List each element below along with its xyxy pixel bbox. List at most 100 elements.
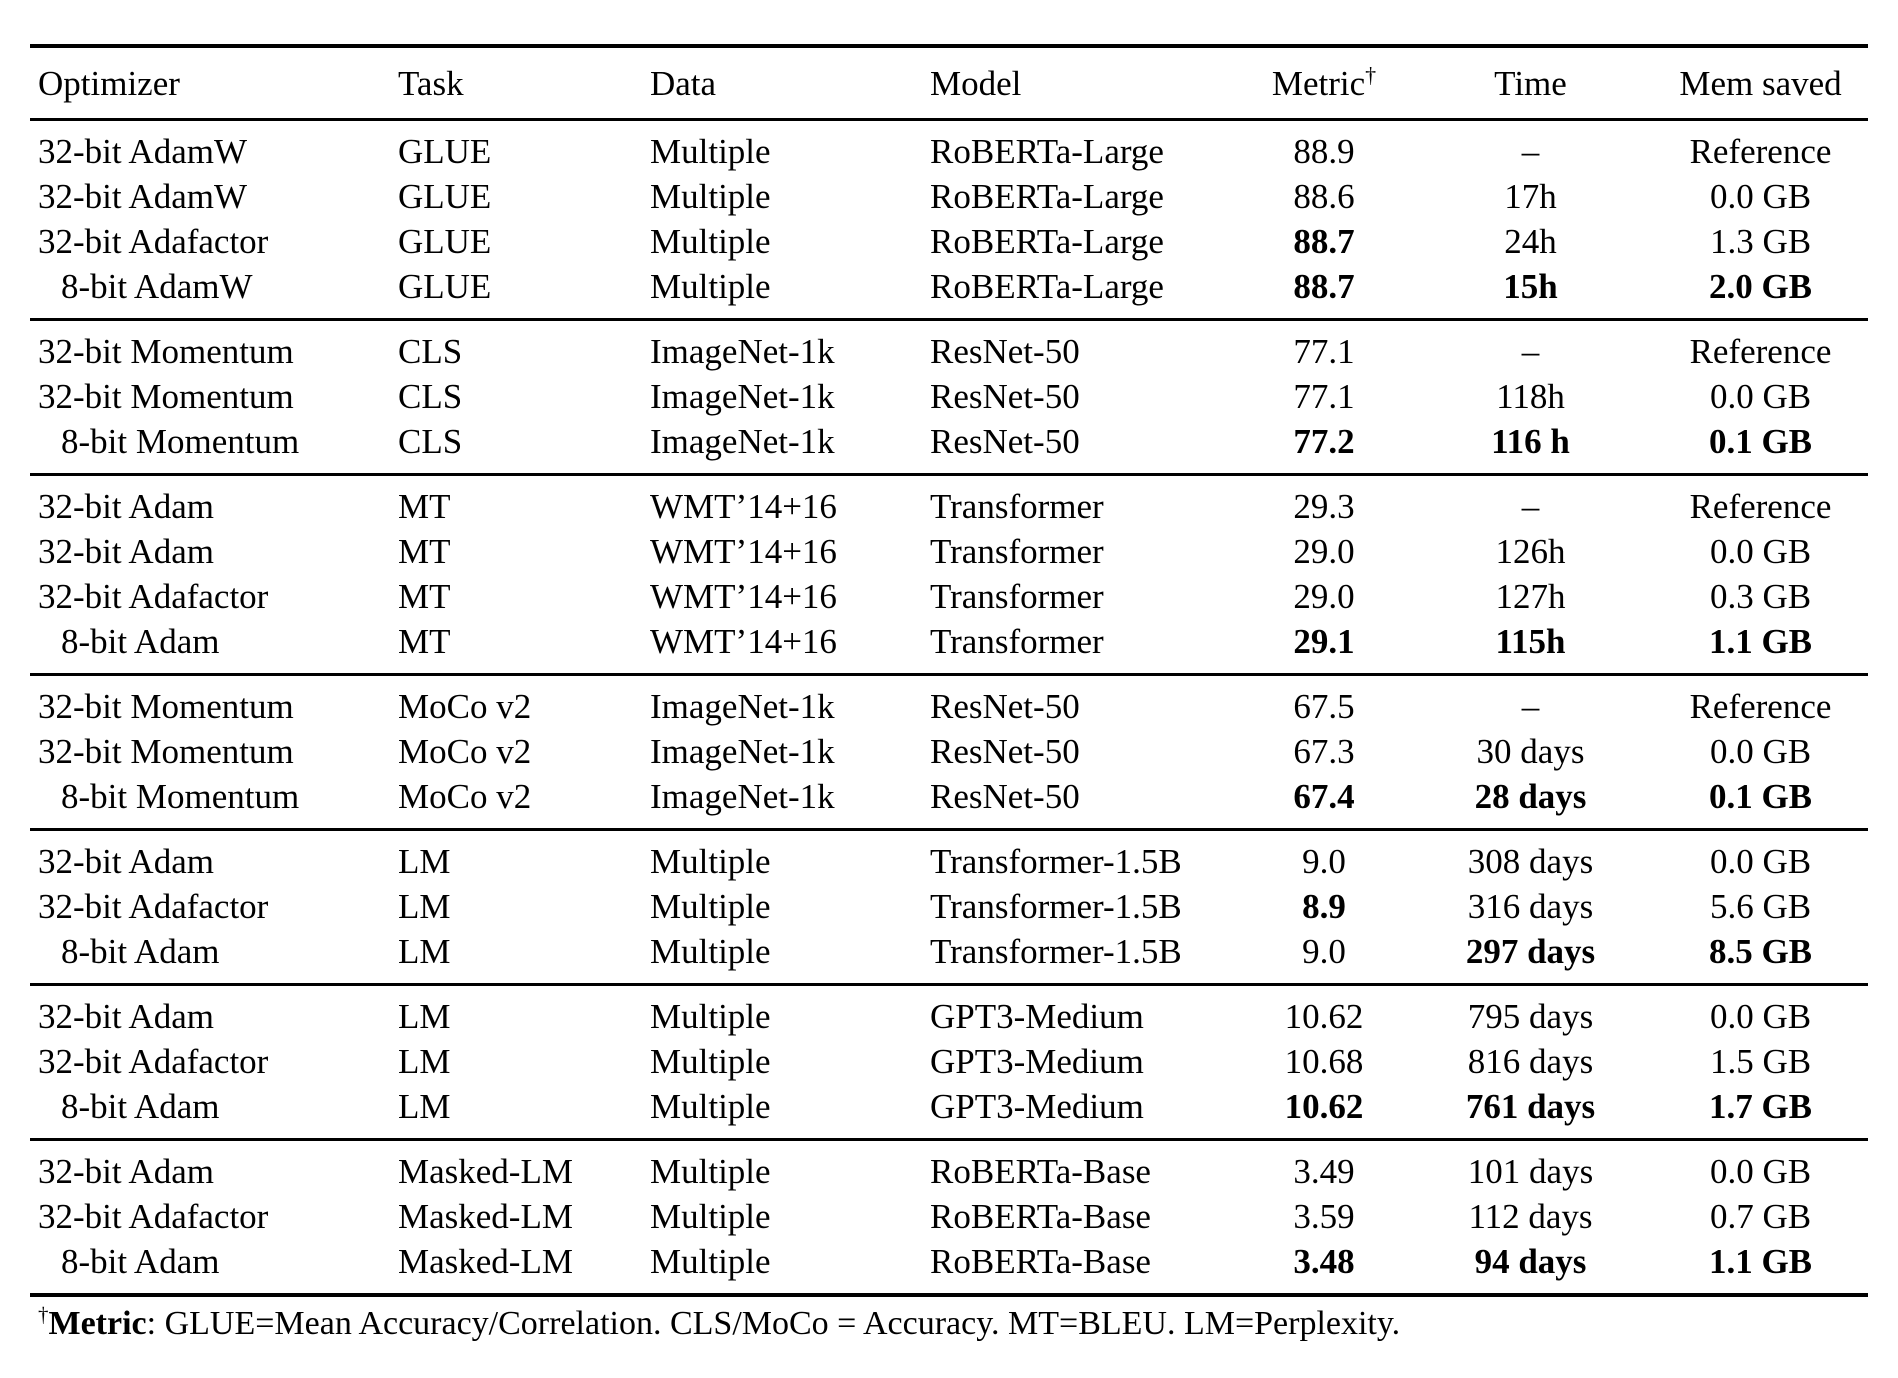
results-table: Optimizer Task Data Model Metric† Time Mem sav… [30, 44, 1868, 1297]
table-row: 32-bit Adafactor MT WMT’14+16 Transformer 29… [30, 574, 1868, 619]
row-group-7: 32-bit Adam Masked-LM Multiple RoBERTa-Base… [30, 1139, 1868, 1296]
cell-data: WMT’14+16 [650, 577, 837, 616]
cell-model: RoBERTa-Large [930, 177, 1164, 216]
cell-task: MT [398, 532, 451, 571]
cell-metric: 67.5 [1293, 687, 1355, 726]
dagger-mark: † [38, 1302, 49, 1327]
cell-optimizer: 8-bit AdamW [61, 267, 253, 306]
cell-model: RoBERTa-Base [930, 1152, 1151, 1191]
table-row: 8-bit Adam LM Multiple Transformer-1.5B 9.0 2… [30, 929, 1868, 985]
dagger-mark: † [1365, 62, 1377, 88]
cell-task: GLUE [398, 177, 492, 216]
table-row: 32-bit Adam MT WMT’14+16 Transformer 29.0 126… [30, 529, 1868, 574]
cell-model: ResNet-50 [930, 377, 1080, 416]
cell-mem_saved: 0.0 GB [1709, 177, 1812, 216]
table-row: 32-bit Momentum MoCo v2 ImageNet-1k ResNet-… [30, 675, 1868, 730]
cell-metric: 29.0 [1293, 577, 1355, 616]
cell-optimizer: 8-bit Adam [61, 1242, 220, 1281]
cell-data: ImageNet-1k [650, 377, 835, 416]
table-row: 8-bit Adam LM Multiple GPT3-Medium 10.62 761 … [30, 1084, 1868, 1140]
cell-model: Transformer [930, 622, 1104, 661]
cell-time: 116 h [1491, 422, 1570, 461]
cell-data: WMT’14+16 [650, 532, 837, 571]
cell-optimizer: 32-bit AdamW [38, 177, 247, 216]
cell-mem_saved: Reference [1689, 487, 1832, 526]
cell-task: MT [398, 577, 451, 616]
cell-metric: 29.3 [1293, 487, 1355, 526]
cell-mem_saved: 0.0 GB [1709, 997, 1812, 1036]
cell-optimizer: 32-bit Adam [38, 532, 214, 571]
cell-optimizer: 8-bit Momentum [61, 422, 300, 461]
cell-optimizer: 8-bit Adam [61, 932, 220, 971]
cell-task: CLS [398, 422, 463, 461]
cell-metric: 29.1 [1293, 622, 1355, 661]
table-row: 8-bit AdamW GLUE Multiple RoBERTa-Large 88.7… [30, 264, 1868, 320]
column-header-metric: Metric† [1240, 46, 1408, 120]
table-row: 32-bit Adam MT WMT’14+16 Transformer 29.3 – Re… [30, 475, 1868, 530]
column-header-mem_saved: Mem saved [1653, 46, 1868, 120]
column-header-data: Data [642, 46, 922, 120]
cell-metric: 8.9 [1302, 887, 1346, 926]
cell-optimizer: 32-bit Adam [38, 842, 214, 881]
cell-data: Multiple [650, 1087, 771, 1126]
column-header-optimizer: Optimizer [30, 46, 390, 120]
cell-optimizer: 8-bit Momentum [61, 777, 300, 816]
table-header: Optimizer Task Data Model Metric† Time Mem sav… [30, 46, 1868, 120]
cell-metric: 10.62 [1284, 1087, 1364, 1126]
cell-model: RoBERTa-Large [930, 222, 1164, 261]
cell-task: CLS [398, 332, 463, 371]
cell-data: Multiple [650, 932, 771, 971]
cell-metric: 29.0 [1293, 532, 1355, 571]
cell-data: Multiple [650, 177, 771, 216]
table-row: 8-bit Adam MT WMT’14+16 Transformer 29.1 115h… [30, 619, 1868, 675]
cell-mem_saved: Reference [1689, 132, 1832, 171]
cell-data: ImageNet-1k [650, 777, 835, 816]
cell-mem_saved: 2.0 GB [1708, 267, 1813, 306]
cell-time: – [1521, 487, 1540, 526]
cell-metric: 3.49 [1293, 1152, 1355, 1191]
cell-mem_saved: 1.1 GB [1708, 622, 1813, 661]
cell-time: 126h [1495, 532, 1566, 571]
cell-metric: 9.0 [1302, 842, 1346, 881]
cell-mem_saved: 0.0 GB [1709, 842, 1812, 881]
table-row: 32-bit Momentum CLS ImageNet-1k ResNet-50 77… [30, 320, 1868, 375]
cell-optimizer: 32-bit Momentum [38, 687, 294, 726]
column-header-label: Data [650, 64, 717, 103]
cell-optimizer: 32-bit Adafactor [38, 1197, 269, 1236]
cell-mem_saved: 0.0 GB [1709, 1152, 1812, 1191]
cell-task: Masked-LM [398, 1197, 573, 1236]
cell-data: Multiple [650, 997, 771, 1036]
cell-mem_saved: 1.5 GB [1709, 1042, 1812, 1081]
table-row: 32-bit Adam Masked-LM Multiple RoBERTa-Base… [30, 1140, 1868, 1195]
table-row: 8-bit Adam Masked-LM Multiple RoBERTa-Base 3… [30, 1239, 1868, 1295]
cell-data: Multiple [650, 222, 771, 261]
cell-model: RoBERTa-Large [930, 267, 1164, 306]
cell-task: LM [398, 1087, 451, 1126]
column-header-label: Time [1494, 64, 1567, 103]
cell-model: RoBERTa-Base [930, 1242, 1151, 1281]
cell-time: 308 days [1467, 842, 1594, 881]
cell-mem_saved: 0.0 GB [1709, 532, 1812, 571]
cell-model: Transformer [930, 532, 1104, 571]
cell-mem_saved: 0.1 GB [1708, 422, 1813, 461]
table-row: 32-bit Adafactor LM Multiple Transformer-1.… [30, 884, 1868, 929]
cell-task: MT [398, 622, 451, 661]
cell-data: Multiple [650, 267, 771, 306]
cell-mem_saved: 8.5 GB [1708, 932, 1813, 971]
cell-mem_saved: 1.1 GB [1708, 1242, 1813, 1281]
table-row: 32-bit Adam LM Multiple GPT3-Medium 10.62 795… [30, 985, 1868, 1040]
cell-task: MoCo v2 [398, 732, 532, 771]
cell-metric: 88.7 [1293, 222, 1355, 261]
cell-time: 115h [1495, 622, 1566, 661]
table-row: 32-bit Adam LM Multiple Transformer-1.5B 9.0… [30, 830, 1868, 885]
cell-data: Multiple [650, 887, 771, 926]
cell-mem_saved: 0.1 GB [1708, 777, 1813, 816]
column-header-time: Time [1408, 46, 1653, 120]
cell-model: ResNet-50 [930, 332, 1080, 371]
cell-data: Multiple [650, 1042, 771, 1081]
cell-metric: 88.7 [1293, 267, 1355, 306]
table-footnote: †Metric: GLUE=Mean Accuracy/Correlation.… [30, 1297, 1868, 1345]
column-header-label: Task [398, 64, 464, 103]
cell-optimizer: 32-bit AdamW [38, 132, 247, 171]
cell-optimizer: 32-bit Adafactor [38, 577, 269, 616]
